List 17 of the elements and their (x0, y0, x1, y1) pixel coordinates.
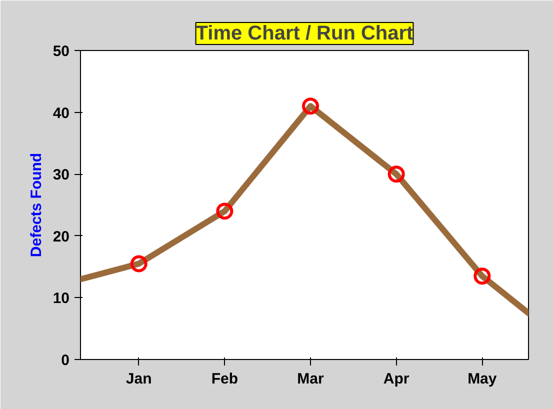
point (474, 268, 491, 285)
point (216, 202, 234, 220)
x-tick-label: Jan (126, 370, 152, 388)
y-tick-label: 50 (52, 43, 70, 60)
y-tick-label: 20 (52, 228, 70, 246)
x-tick-label: Feb (211, 370, 238, 388)
x-tick-label: May (468, 370, 498, 388)
y-axis-title: Defects Found (28, 152, 45, 258)
point (388, 166, 405, 183)
point (302, 98, 320, 115)
x-tick-label: Mar (297, 370, 324, 388)
y-tick-label: 40 (52, 104, 70, 122)
point (130, 255, 148, 272)
y-tick-label: 0 (61, 352, 70, 369)
y-tick-label: 10 (52, 290, 70, 308)
y-tick-label: 30 (52, 166, 70, 184)
x-tick-label: Apr (383, 370, 410, 388)
